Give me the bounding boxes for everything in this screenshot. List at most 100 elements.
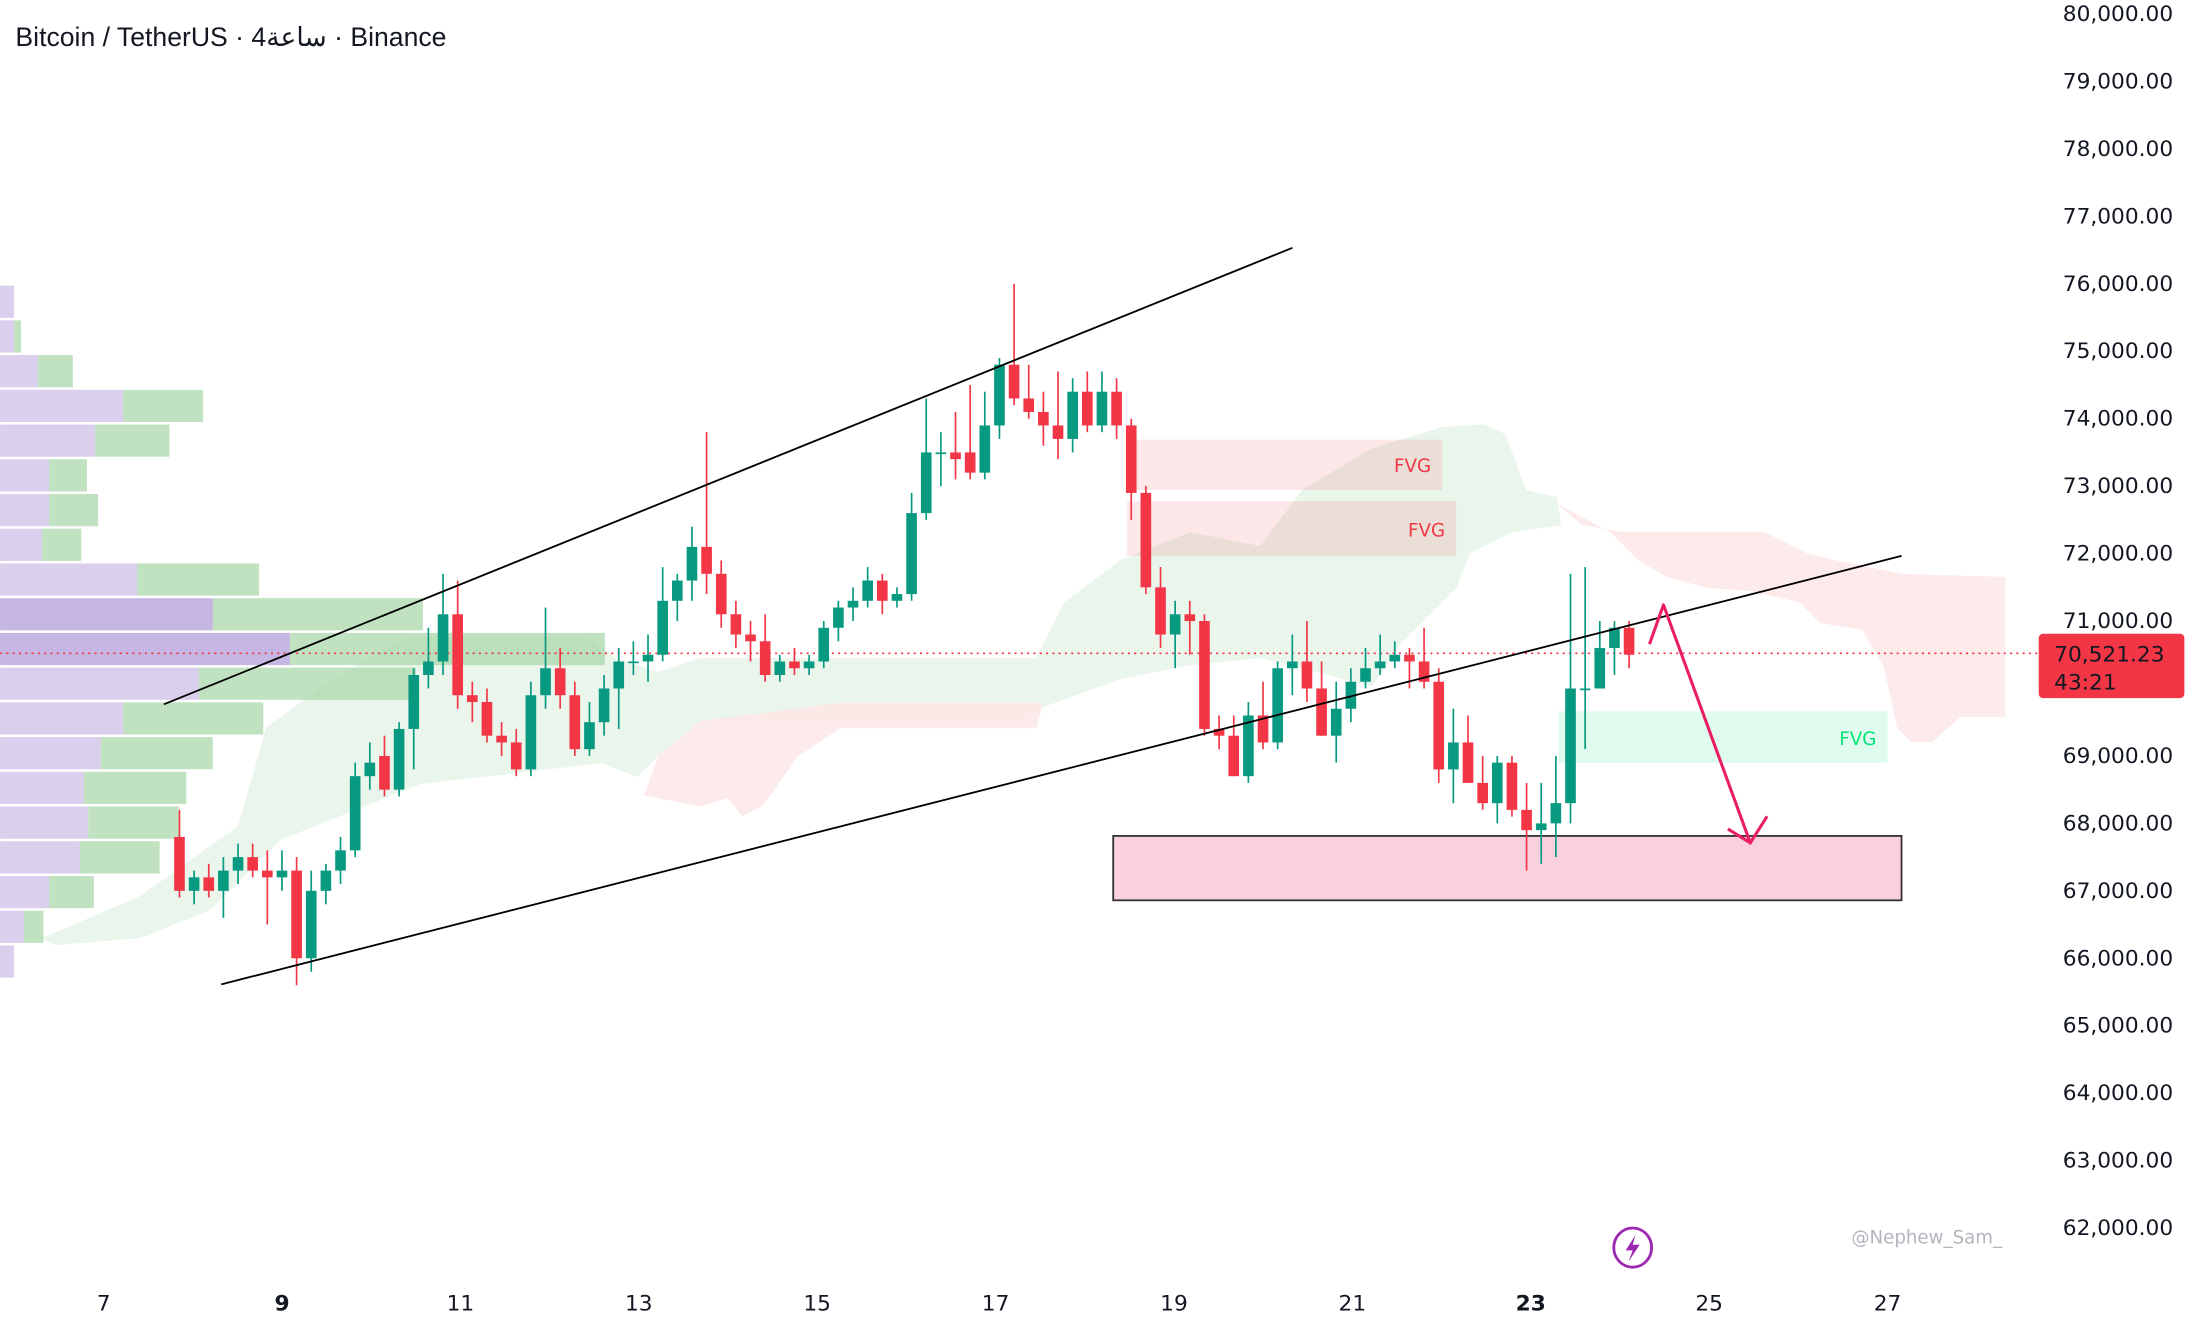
price-tick-label: 80,000.00 — [2063, 2, 2173, 27]
price-tick-label: 65,000.00 — [2063, 1014, 2173, 1039]
volume-profile-sell-bar — [0, 702, 124, 735]
candle-body — [305, 890, 317, 959]
candle-body — [1023, 398, 1035, 412]
candle-bullish — [1330, 681, 1342, 763]
volume-profile-buy-bar — [49, 459, 87, 492]
candle-body — [1521, 809, 1532, 831]
candle-body — [862, 580, 873, 601]
candle-bullish — [920, 398, 932, 520]
candle-bearish — [876, 573, 888, 615]
volume-profile-sell-bar — [0, 424, 96, 457]
candle-bearish — [1081, 371, 1093, 433]
volume-profile-sell-bar — [0, 563, 138, 596]
candle-bearish — [1184, 600, 1196, 655]
candle-body — [540, 668, 551, 696]
candle-body — [1228, 735, 1240, 777]
candle-body — [335, 850, 346, 871]
fvg-label: FVG — [1408, 520, 1445, 541]
candle-bearish — [789, 648, 800, 675]
trendline-lower[interactable] — [221, 555, 1902, 986]
volume-profile-buy-bar — [198, 667, 416, 700]
candle-bullish — [906, 492, 917, 601]
candle-body — [452, 614, 463, 696]
candle-body — [1140, 492, 1152, 588]
candle-body — [1550, 803, 1562, 824]
candle-body — [1594, 648, 1606, 689]
candle-body — [789, 661, 800, 669]
candle-body — [1038, 411, 1049, 426]
candle-bearish — [1023, 364, 1035, 419]
candle-bullish — [686, 526, 698, 601]
candle-body — [1286, 661, 1298, 669]
candle-body — [1243, 715, 1254, 777]
volume-profile-sell-bar — [0, 910, 24, 943]
price-axis[interactable]: 80,000.00 79,000.00 78,000.00 77,000.00 76,0… — [2063, 2, 2173, 1241]
price-tick-label: 73,000.00 — [2063, 474, 2173, 499]
candle-body — [994, 364, 1005, 426]
volume-profile-sell-bar — [0, 806, 89, 839]
candle-bearish — [715, 560, 727, 628]
candle-body — [1125, 425, 1137, 493]
date-tick-label: 13 — [625, 1292, 653, 1317]
candle-body — [320, 870, 332, 891]
projection-arrow[interactable] — [1648, 603, 1752, 844]
candle-bullish — [349, 762, 361, 858]
candle-body — [1374, 661, 1386, 669]
time-axis[interactable]: 7 9 11 13 15 17 19 21 23 25 27 — [97, 1292, 1902, 1317]
candle-body — [950, 452, 961, 460]
candle-body — [496, 735, 507, 743]
candle-bearish — [964, 384, 976, 480]
candle-bullish — [1169, 600, 1181, 669]
candle-bullish — [1535, 782, 1547, 864]
candle-body — [1111, 391, 1122, 426]
candle-bearish — [1301, 621, 1313, 702]
candle-body — [291, 870, 302, 959]
price-tick-label: 63,000.00 — [2063, 1149, 2173, 1174]
candle-body — [1433, 681, 1445, 770]
volume-profile-buy-bar — [212, 598, 423, 631]
author-watermark: @Nephew_Sam_ — [1851, 1227, 2003, 1248]
candle-body — [891, 594, 903, 601]
candle-bearish — [174, 809, 185, 898]
candle-body — [261, 870, 273, 878]
ichimoku-cloud-red — [644, 702, 1044, 817]
candle-bearish — [1125, 418, 1137, 520]
candle-bullish — [408, 668, 420, 770]
candles — [174, 283, 1635, 986]
candle-body — [423, 661, 434, 675]
candle-body — [1448, 742, 1459, 770]
candle-body — [203, 877, 215, 891]
volume-profile-sell-bar — [0, 459, 50, 492]
volume-profile-buy-bar — [84, 771, 187, 805]
candle-bullish — [1096, 371, 1108, 433]
target-zone[interactable] — [1112, 835, 1903, 902]
volume-profile-sell-bar — [0, 875, 50, 909]
candle-body — [218, 870, 229, 891]
arrow-head-icon — [1727, 815, 1769, 846]
candle-bullish — [335, 836, 346, 885]
candle-body — [1609, 627, 1620, 649]
candle-body — [481, 701, 493, 736]
date-tick-label: 11 — [447, 1292, 475, 1317]
candle-bearish — [510, 728, 522, 777]
candle-bullish — [1491, 755, 1503, 824]
candle-body — [188, 877, 200, 891]
candle-bearish — [554, 648, 566, 709]
volume-profile-sell-bar — [0, 737, 101, 770]
lightning-icon[interactable] — [1612, 1226, 1653, 1269]
candle-bearish — [1052, 371, 1064, 460]
candle-bearish — [1316, 661, 1327, 736]
candle-bullish — [320, 863, 332, 905]
candle-body — [613, 661, 625, 689]
candle-bearish — [496, 722, 507, 756]
trendline-upper[interactable] — [163, 246, 1293, 706]
volume-profile-buy-bar — [123, 702, 264, 735]
candle-bearish — [745, 621, 756, 662]
price-tick-label: 62,000.00 — [2063, 1216, 2173, 1241]
volume-profile-sell-bar — [0, 320, 15, 353]
candle-body — [1565, 688, 1576, 804]
volume-profile-buy-bar — [49, 875, 94, 909]
volume-profile-buy-bar — [137, 563, 260, 596]
volume-profile-buy-bar — [79, 841, 160, 874]
